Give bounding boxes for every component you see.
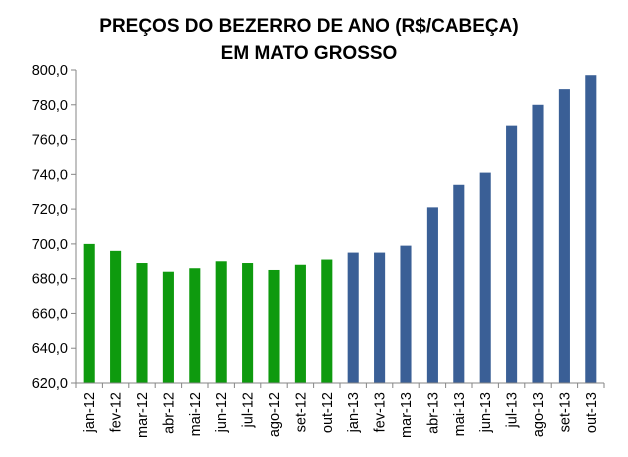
x-tick-label: mar-13: [399, 392, 415, 438]
x-tick-label: abr-12: [161, 392, 177, 434]
bar-out-12: [321, 259, 333, 383]
x-tick-label: jul-13: [505, 392, 521, 428]
bar-mai-13: [453, 184, 465, 383]
bar-ago-12: [268, 269, 280, 383]
x-tick-label: out-13: [584, 392, 600, 433]
y-tick-label: 620,0: [32, 376, 68, 392]
x-tick-label: mai-13: [452, 392, 468, 436]
y-tick-label: 760,0: [32, 133, 68, 149]
y-tick-label: 800,0: [32, 63, 68, 79]
x-tick-label: jun-13: [478, 392, 494, 433]
y-axis: 620,0 640,0 660,0 680,0 700,0 720,0 740,0 760,0…: [32, 63, 77, 392]
bar-out-13: [585, 75, 597, 383]
x-tick-label: jul-12: [241, 392, 257, 428]
x-tick-label: mai-12: [188, 392, 204, 436]
bar-mai-12: [189, 268, 201, 383]
x-tick-label: fev-13: [373, 392, 389, 432]
x-tick-label: set-13: [557, 392, 573, 432]
y-tick-label: 700,0: [32, 237, 68, 253]
bar-jun-12: [215, 261, 227, 383]
bar-jun-13: [479, 172, 491, 383]
bar-fev-13: [374, 252, 386, 383]
bar-jul-12: [242, 263, 254, 383]
x-axis: jan-12 fev-12 mar-12 abr-12 mai-12 jun-12 jul-…: [75, 382, 605, 438]
chart-title-line-2: EM MATO GROSSO: [221, 43, 398, 64]
bar-jan-12: [83, 243, 95, 383]
x-tick-label: jun-12: [214, 392, 230, 433]
x-tick-label: ago-13: [531, 392, 547, 437]
bar-mar-13: [400, 245, 412, 383]
bar-abr-12: [162, 271, 174, 383]
x-tick-label: mar-12: [135, 392, 151, 438]
x-tick-label: jan-13: [346, 392, 362, 433]
x-tick-label: set-12: [293, 392, 309, 432]
bar-set-13: [558, 89, 570, 383]
y-tick-label: 780,0: [32, 98, 68, 114]
x-tick-label: ago-12: [267, 392, 283, 437]
bar-mar-12: [136, 263, 148, 383]
x-tick-label: out-12: [320, 392, 336, 433]
bar-fev-12: [110, 250, 122, 383]
x-tick-label: jan-12: [82, 392, 98, 433]
chart-title-line-1: PREÇOS DO BEZERRO DE ANO (R$/CABEÇA): [99, 16, 518, 37]
bar-ago-13: [532, 104, 544, 384]
bar-abr-13: [426, 207, 438, 383]
x-tick-label: fev-12: [109, 392, 125, 432]
bar-jul-13: [506, 125, 518, 384]
bars-group: [83, 75, 597, 384]
y-tick-label: 660,0: [32, 306, 68, 322]
bar-jan-13: [347, 252, 359, 383]
x-tick-label: abr-13: [425, 392, 441, 434]
bar-set-12: [294, 264, 306, 383]
y-tick-label: 720,0: [32, 202, 68, 218]
y-tick-label: 640,0: [32, 341, 68, 357]
y-tick-label: 680,0: [32, 272, 68, 288]
y-tick-label: 740,0: [32, 167, 68, 183]
